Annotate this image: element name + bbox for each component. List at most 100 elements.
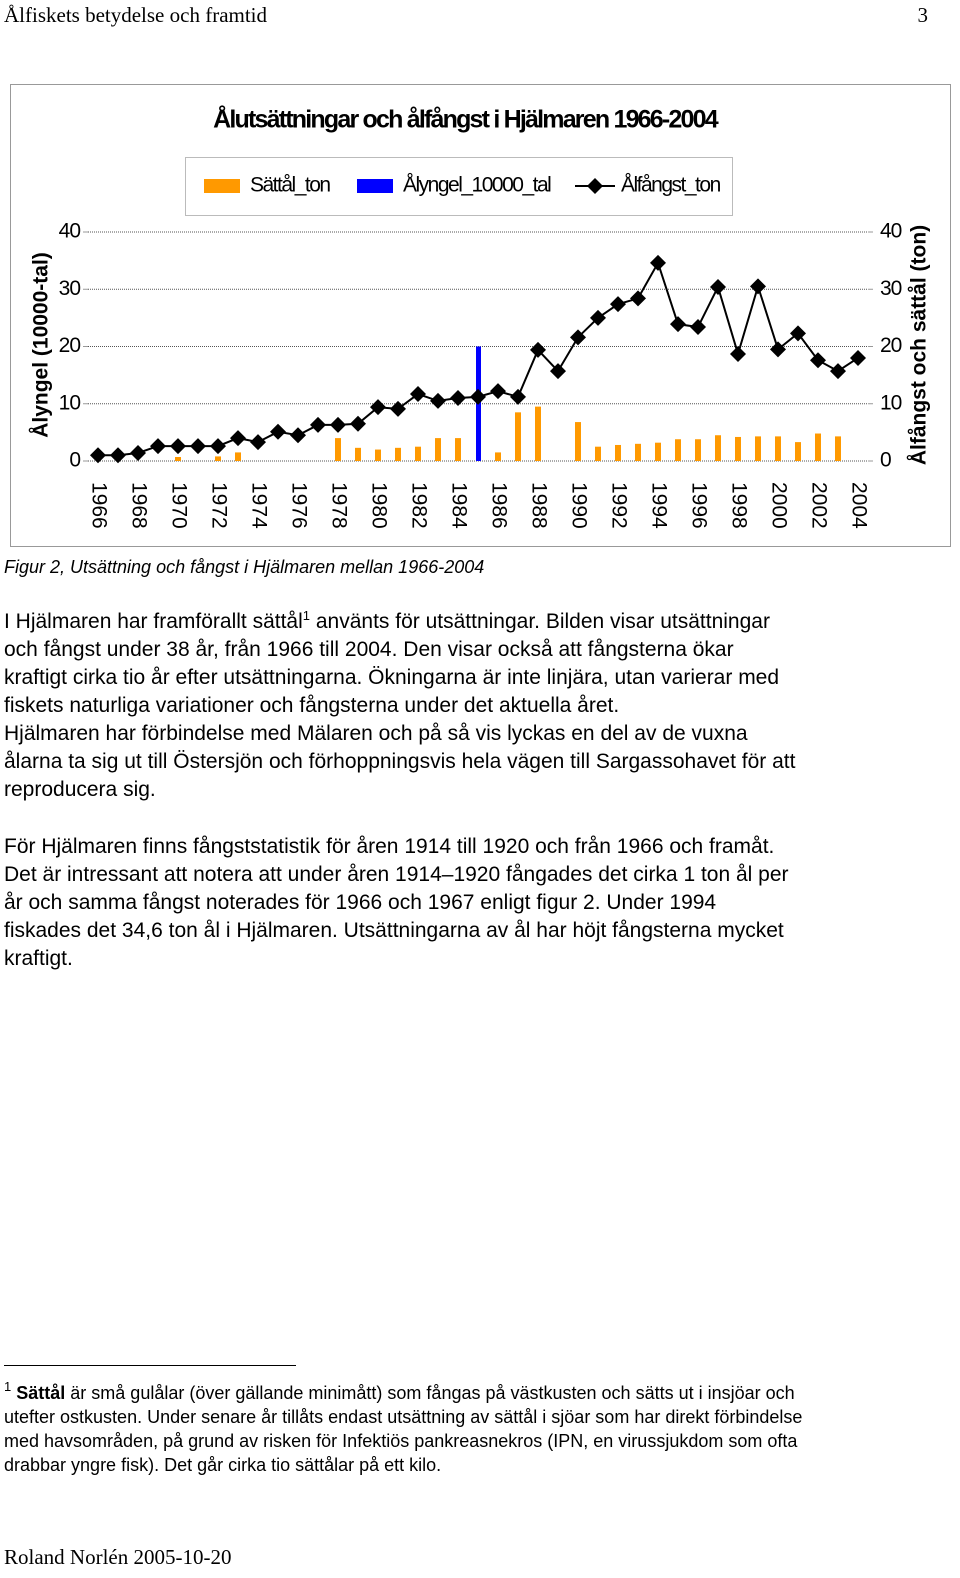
bar bbox=[515, 412, 521, 461]
footnote-rule bbox=[4, 1365, 296, 1366]
marker bbox=[570, 329, 586, 346]
marker bbox=[710, 278, 726, 295]
bar bbox=[615, 444, 621, 461]
bar bbox=[795, 442, 801, 461]
marker bbox=[790, 325, 806, 342]
text-line: För Hjälmaren finns fångststatistik för … bbox=[4, 835, 775, 858]
bar bbox=[735, 436, 741, 461]
bar bbox=[395, 447, 401, 461]
x-tick-label: 1972 bbox=[207, 482, 230, 529]
x-tick-label: 1970 bbox=[167, 482, 190, 529]
y2-tick-label: 10 bbox=[880, 391, 902, 414]
text-line: fiskades det 34,6 ton ål i Hjälmaren. Ut… bbox=[4, 919, 784, 942]
x-tick-label: 2004 bbox=[847, 482, 870, 529]
bar bbox=[415, 446, 421, 461]
marker bbox=[130, 444, 146, 461]
marker bbox=[530, 341, 546, 358]
marker bbox=[850, 349, 866, 366]
text-lines: och fångst under 38 år, från 1966 till 2… bbox=[4, 636, 795, 804]
marker bbox=[810, 352, 826, 369]
marker bbox=[430, 392, 446, 409]
y-tick-label: 0 bbox=[69, 449, 80, 472]
text-line: fiskets naturliga variationer och fångst… bbox=[4, 694, 620, 717]
marker bbox=[830, 363, 846, 380]
y2-tick-label: 20 bbox=[880, 334, 902, 357]
bar bbox=[435, 438, 441, 461]
marker bbox=[490, 383, 506, 400]
marker bbox=[510, 388, 526, 405]
text-line: I Hjälmaren har framförallt sättål1 anvä… bbox=[4, 608, 795, 636]
marker bbox=[270, 423, 286, 440]
text-line: år och samma fångst noterades för 1966 o… bbox=[4, 891, 717, 914]
marker bbox=[750, 278, 766, 295]
bar bbox=[595, 446, 601, 461]
x-tick-label: 2002 bbox=[807, 482, 830, 529]
marker bbox=[230, 430, 246, 447]
paragraph: För Hjälmaren finns fångststatistik för … bbox=[4, 833, 789, 973]
x-tick-label: 1996 bbox=[687, 482, 710, 529]
y2-tick-label: 0 bbox=[880, 449, 891, 472]
text-line: drabbar yngre fisk). Det går cirka tio s… bbox=[4, 1455, 442, 1475]
bar bbox=[635, 443, 641, 461]
x-tick-label: 1990 bbox=[567, 482, 590, 529]
bar bbox=[235, 452, 241, 461]
x-tick-label: 1978 bbox=[327, 482, 350, 529]
text-line: 1 Sättål är små gulålar (över gällande m… bbox=[4, 1380, 802, 1405]
legend-label: Sättål_ton bbox=[250, 174, 330, 197]
marker bbox=[390, 400, 406, 417]
bar bbox=[535, 406, 541, 461]
bar bbox=[715, 435, 721, 461]
legend-symbol bbox=[204, 179, 240, 193]
x-tick-label: 1984 bbox=[447, 482, 470, 529]
marker bbox=[610, 296, 626, 313]
marker bbox=[290, 427, 306, 444]
figure-caption: Figur 2, Utsättning och fångst i Hjälmar… bbox=[4, 557, 485, 577]
y2-tick-label: 30 bbox=[880, 277, 902, 300]
x-tick-label: 1988 bbox=[527, 482, 550, 529]
legend-symbol bbox=[357, 179, 393, 193]
marker bbox=[550, 363, 566, 380]
y-tick-label: 30 bbox=[59, 277, 81, 300]
x-tick-label: 1994 bbox=[647, 482, 670, 529]
x-tick-label: 1998 bbox=[727, 482, 750, 529]
y2-axis-title: Ålfångst och sättål (ton) bbox=[907, 225, 931, 465]
bar bbox=[775, 436, 781, 461]
marker bbox=[590, 309, 606, 326]
x-tick-label: 1968 bbox=[127, 482, 150, 529]
y-tick-label: 40 bbox=[59, 220, 81, 243]
footer: Roland Norlén 2005-10-20 bbox=[4, 1545, 232, 1569]
marker bbox=[330, 416, 346, 433]
bar bbox=[755, 436, 761, 461]
marker bbox=[410, 386, 426, 403]
marker bbox=[210, 438, 226, 455]
marker bbox=[150, 438, 166, 455]
marker bbox=[90, 447, 106, 464]
marker bbox=[350, 415, 366, 432]
page-number: 3 bbox=[917, 3, 929, 27]
text-line: kraftigt cirka tio år efter utsättningar… bbox=[4, 666, 780, 689]
y-axis-title: Ålyngel (10000-tal) bbox=[29, 252, 53, 438]
bar bbox=[575, 422, 581, 461]
x-tick-label: 1992 bbox=[607, 482, 630, 529]
bar bbox=[455, 438, 461, 461]
legend-label: Ålyngel_10000_tal bbox=[403, 174, 551, 197]
x-tick-label: 1982 bbox=[407, 482, 430, 529]
footnote: 1 Sättål är små gulålar (över gällande m… bbox=[4, 1380, 802, 1477]
text-line: kraftigt. bbox=[4, 947, 73, 970]
x-tick-label: 1974 bbox=[247, 482, 270, 529]
y2-tick-label: 40 bbox=[880, 220, 902, 243]
marker bbox=[370, 399, 386, 416]
bar bbox=[335, 438, 341, 461]
bar bbox=[675, 439, 681, 461]
marker bbox=[310, 416, 326, 433]
y-tick-label: 20 bbox=[59, 334, 81, 357]
x-tick-label: 1986 bbox=[487, 482, 510, 529]
bar bbox=[695, 439, 701, 461]
header-title: Ålfiskets betydelse och framtid bbox=[4, 3, 268, 27]
x-tick-label: 1976 bbox=[287, 482, 310, 529]
bar bbox=[375, 449, 381, 461]
legend-symbol bbox=[587, 178, 603, 194]
marker bbox=[190, 438, 206, 455]
text: använts för utsättningar. Bilden visar u… bbox=[315, 610, 770, 633]
